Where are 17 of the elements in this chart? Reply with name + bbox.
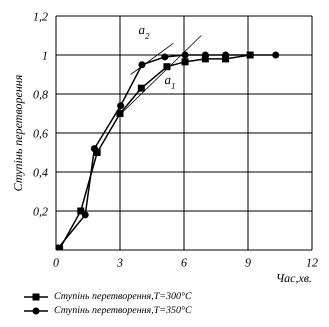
y-tick-label: 0,6: [33, 126, 48, 140]
legend-label: Ступінь перетворення,Т=350°С: [54, 304, 192, 318]
annotation: a$_{1}$: [164, 72, 176, 91]
legend-label: Ступінь перетворення,Т=300°С: [54, 290, 192, 304]
x-tick-label: 12: [306, 256, 318, 270]
y-tick-label: 0,4: [33, 165, 48, 180]
annotation: a$_{2}$: [138, 22, 150, 41]
y-tick-label: 1: [42, 48, 48, 62]
x-tick-label: 9: [245, 256, 251, 270]
y-tick-label: 0,2: [33, 204, 48, 218]
x-tick-label: 3: [116, 256, 123, 270]
x-axis-title: Час,хв.: [276, 271, 312, 285]
y-tick-label: 1,2: [33, 9, 48, 24]
x-tick-label: 0: [53, 256, 59, 270]
x-tick-label: 6: [181, 256, 187, 270]
y-axis-title: Ступінь перетворення: [11, 74, 25, 192]
y-tick-label: 0,8: [33, 87, 48, 102]
